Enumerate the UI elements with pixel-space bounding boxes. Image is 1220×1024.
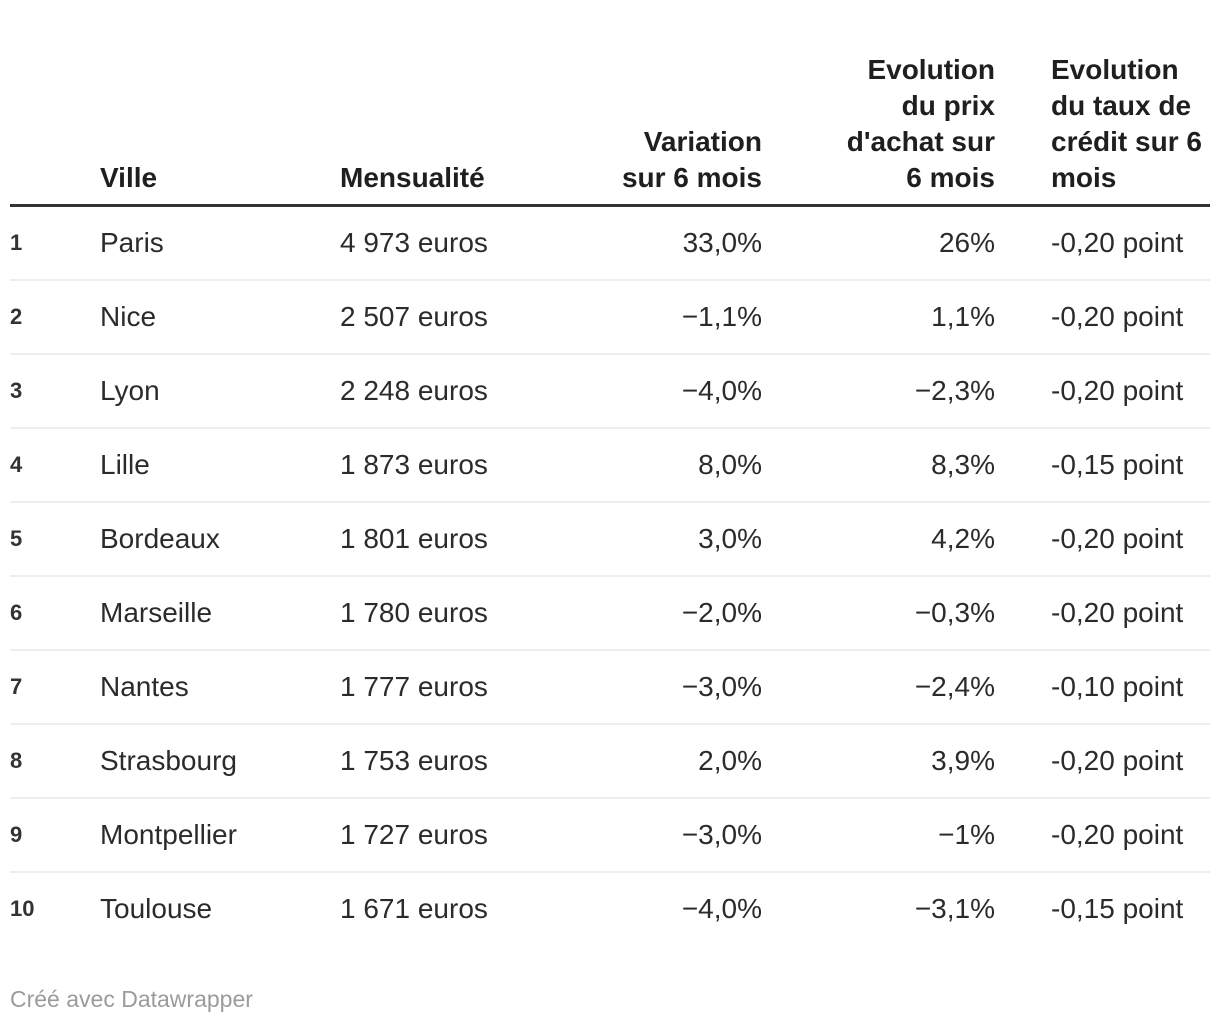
table-row: 1 Paris 4 973 euros 33,0% 26% -0,20 poin… (10, 205, 1210, 281)
col-header-evolution-prix: Evolution du prix d'achat sur 6 mois (762, 52, 995, 207)
evolution-taux-cell: -0,20 point (995, 502, 1210, 577)
rank-cell: 1 (10, 205, 100, 281)
ville-cell: Marseille (100, 576, 340, 651)
evolution-prix-cell: 1,1% (762, 280, 995, 355)
table-body: 1 Paris 4 973 euros 33,0% 26% -0,20 poin… (10, 205, 1210, 946)
variation-cell: 8,0% (570, 428, 762, 503)
mensualite-cell: 1 801 euros (340, 502, 570, 577)
evolution-taux-cell: -0,15 point (1051, 893, 1184, 924)
evolution-prix-cell: −1% (762, 798, 995, 873)
col-header-rank (10, 52, 100, 207)
table-row: 8 Strasbourg 1 753 euros 2,0% 3,9% -0,20… (10, 724, 1210, 799)
evolution-taux-cell: -0,20 point (995, 576, 1210, 651)
mensualite-cell: 1 780 euros (340, 576, 570, 651)
rank-cell: 2 (10, 280, 100, 355)
variation-cell: −1,1% (570, 280, 762, 355)
table-row: 4 Lille 1 873 euros 8,0% 8,3% -0,15 poin… (10, 428, 1210, 503)
rank-cell: 7 (10, 650, 100, 725)
mensualite-cell: 2 248 euros (340, 354, 570, 429)
col-header-evolution-taux: Evolution du taux de crédit sur 6 mois (995, 52, 1210, 207)
variation-cell: −2,0% (570, 576, 762, 651)
evolution-prix-cell: 4,2% (762, 502, 995, 577)
header-row: Ville Mensualité Variation sur 6 mois Ev… (10, 52, 1210, 207)
col-header-variation: Variation sur 6 mois (570, 52, 762, 207)
rank-cell: 6 (10, 576, 100, 651)
mensualite-cell: 2 507 euros (340, 280, 570, 355)
variation-cell: 3,0% (570, 502, 762, 577)
ville-cell: Montpellier (100, 798, 340, 873)
table-row: 10 Toulouse 1 671 euros −4,0% −3,1% -0,1… (10, 872, 1210, 945)
table-row: 6 Marseille 1 780 euros −2,0% −0,3% -0,2… (10, 576, 1210, 651)
ville-cell: Strasbourg (100, 724, 340, 799)
datawrapper-table: Ville Mensualité Variation sur 6 mois Ev… (10, 52, 1210, 945)
evolution-taux-cell: -0,10 point (995, 650, 1210, 725)
evolution-prix-cell: 3,9% (762, 724, 995, 799)
data-table: Ville Mensualité Variation sur 6 mois Ev… (10, 52, 1210, 945)
mensualite-cell: 4 973 euros (340, 205, 570, 281)
rank-cell: 10 (10, 896, 35, 921)
datawrapper-credit-link[interactable]: Créé avec Datawrapper (10, 986, 253, 1012)
ville-cell: Bordeaux (100, 502, 340, 577)
rank-cell: 8 (10, 724, 100, 799)
mensualite-cell: 1 753 euros (340, 724, 570, 799)
variation-cell: −3,0% (570, 650, 762, 725)
variation-cell: −4,0% (681, 893, 762, 924)
col-header-ville: Ville (100, 52, 340, 207)
evolution-taux-cell: -0,20 point (995, 724, 1210, 799)
variation-cell: −4,0% (570, 354, 762, 429)
rank-cell: 4 (10, 428, 100, 503)
ville-cell: Paris (100, 205, 340, 281)
evolution-prix-cell: −2,3% (762, 354, 995, 429)
rank-cell: 9 (10, 798, 100, 873)
table-row: 5 Bordeaux 1 801 euros 3,0% 4,2% -0,20 p… (10, 502, 1210, 577)
mensualite-cell: 1 873 euros (340, 428, 570, 503)
evolution-taux-cell: -0,20 point (995, 205, 1210, 281)
ville-cell: Nice (100, 280, 340, 355)
table-row: 7 Nantes 1 777 euros −3,0% −2,4% -0,10 p… (10, 650, 1210, 725)
mensualite-cell: 1 777 euros (340, 650, 570, 725)
variation-cell: −3,0% (570, 798, 762, 873)
col-header-mensualite: Mensualité (340, 52, 570, 207)
evolution-prix-cell: −3,1% (914, 893, 995, 924)
variation-cell: 33,0% (570, 205, 762, 281)
evolution-taux-cell: -0,15 point (995, 428, 1210, 503)
table-row: 9 Montpellier 1 727 euros −3,0% −1% -0,2… (10, 798, 1210, 873)
evolution-taux-cell: -0,20 point (995, 354, 1210, 429)
ville-cell: Nantes (100, 650, 340, 725)
rank-cell: 3 (10, 354, 100, 429)
variation-cell: 2,0% (570, 724, 762, 799)
rank-cell: 5 (10, 502, 100, 577)
ville-cell: Lyon (100, 354, 340, 429)
mensualite-cell: 1 727 euros (340, 798, 570, 873)
evolution-prix-cell: 26% (762, 205, 995, 281)
evolution-prix-cell: −2,4% (762, 650, 995, 725)
mensualite-cell: 1 671 euros (340, 893, 488, 924)
evolution-taux-cell: -0,20 point (995, 798, 1210, 873)
table-row: 3 Lyon 2 248 euros −4,0% −2,3% -0,20 poi… (10, 354, 1210, 429)
evolution-taux-cell: -0,20 point (995, 280, 1210, 355)
evolution-prix-cell: −0,3% (762, 576, 995, 651)
ville-cell: Lille (100, 428, 340, 503)
table-row: 2 Nice 2 507 euros −1,1% 1,1% -0,20 poin… (10, 280, 1210, 355)
evolution-prix-cell: 8,3% (762, 428, 995, 503)
ville-cell: Toulouse (100, 893, 213, 924)
